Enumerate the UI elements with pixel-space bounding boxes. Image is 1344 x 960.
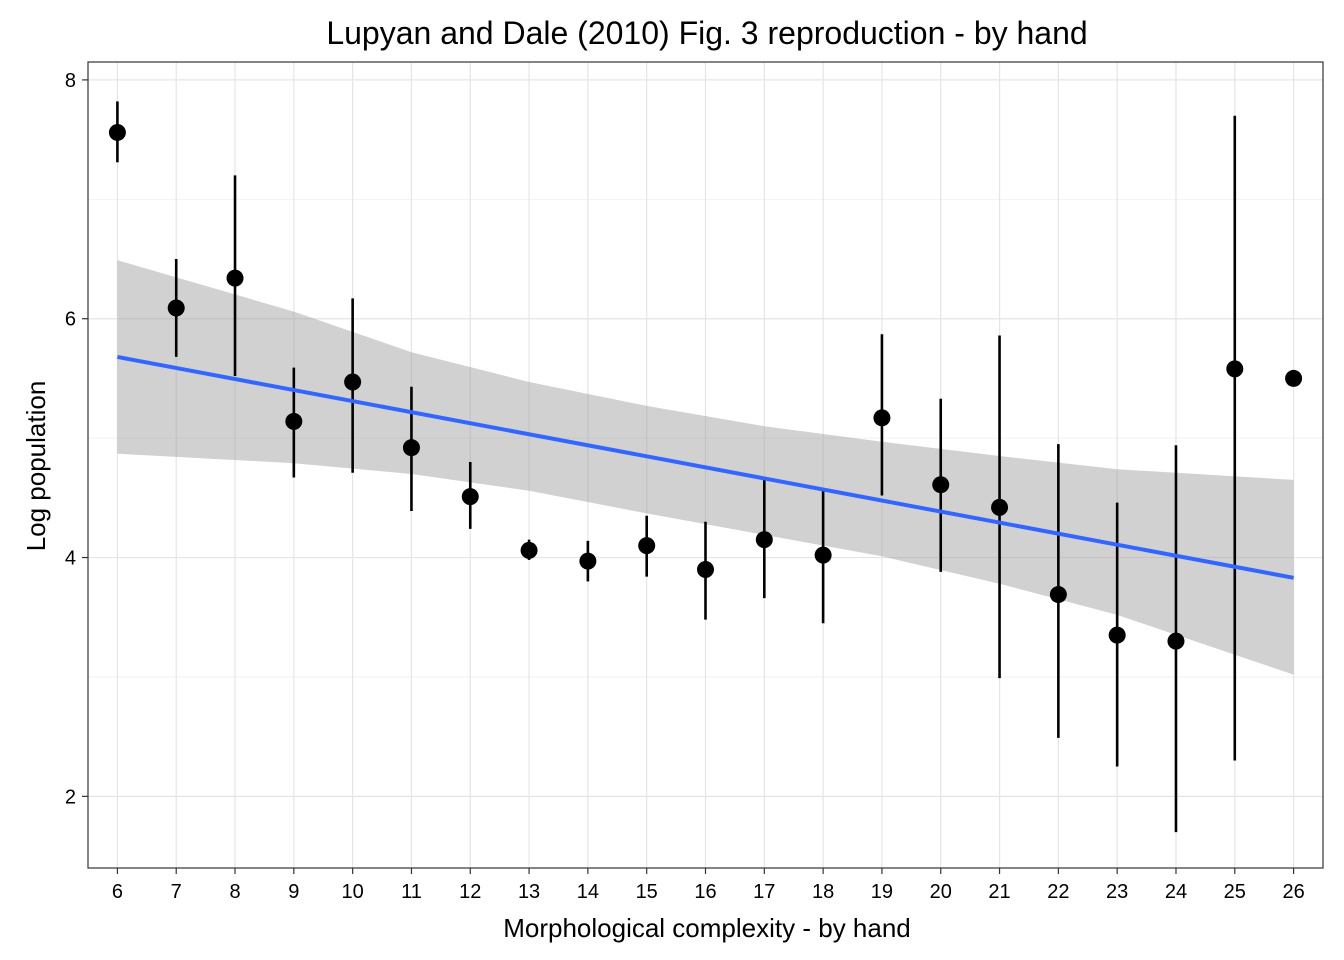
x-tick-label: 10 [342,881,364,903]
data-point [1167,632,1185,650]
y-tick-label: 8 [65,70,76,92]
x-tick-label: 8 [229,881,240,903]
x-tick-label: 19 [871,881,893,903]
x-tick-label: 11 [401,881,422,903]
y-axis-title: Log population [21,381,51,552]
data-point [991,498,1009,516]
data-point [520,541,538,559]
data-point [638,537,656,555]
x-tick-label: 7 [171,881,182,903]
data-point [1226,360,1244,378]
x-tick-label: 17 [753,881,775,903]
data-point [697,560,714,578]
y-tick-label: 4 [65,548,76,570]
data-point [402,439,420,457]
x-tick-label: 14 [577,881,599,903]
x-tick-label: 26 [1282,881,1304,903]
x-tick-label: 18 [812,881,834,903]
axes: 6 7 8 9 10 11 12 13 14 15 16 17 18 19 20 21 22 23 24 25 2624… [65,70,1305,903]
x-tick-label: 16 [694,881,716,903]
x-tick-label: 20 [930,881,952,903]
y-tick-label: 6 [65,309,76,331]
x-tick-label: 25 [1224,881,1246,903]
data-point [579,552,597,570]
data-point [461,488,479,506]
data-point [226,269,244,287]
x-tick-label: 9 [288,881,299,903]
data-point [1285,369,1303,387]
data-point [167,299,185,317]
data-point [1108,626,1126,644]
x-tick-label: 23 [1106,881,1128,903]
x-tick-label: 22 [1047,881,1069,903]
x-tick-label: 13 [518,881,540,903]
chart-title: Lupyan and Dale (2010) Fig. 3 reproducti… [326,15,1087,51]
data-point [1049,586,1067,604]
data-point [108,123,126,141]
data-points [108,123,1303,650]
data-point [344,373,362,391]
data-point [755,531,773,549]
x-tick-label: 21 [988,881,1010,903]
x-tick-label: 24 [1165,881,1187,903]
data-point [873,409,891,427]
data-point [932,476,950,494]
fit-line [117,354,1294,580]
x-axis-title: Morphological complexity - by hand [503,913,911,943]
x-tick-label: 12 [459,881,481,903]
y-tick-label: 2 [65,786,76,808]
x-tick-label: 6 [112,881,123,903]
data-point [814,546,832,564]
fit-line-layer [117,354,1294,580]
x-tick-label: 15 [636,881,658,903]
data-point [285,412,303,430]
